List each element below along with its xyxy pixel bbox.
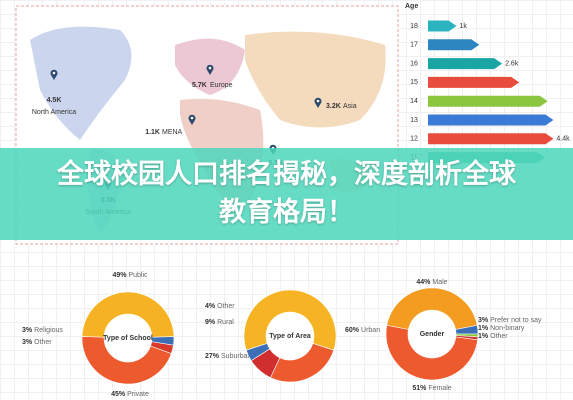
- map-pin: [188, 114, 196, 125]
- slice-name: Non-binary: [490, 325, 525, 332]
- bar: [428, 114, 554, 126]
- slice-value: 51%: [412, 385, 427, 392]
- slice-label: 44% Male: [416, 279, 447, 286]
- slice-label: 27% Suburban: [205, 353, 251, 360]
- donut-slice: [245, 343, 271, 362]
- slice-label: 9% Rural: [205, 319, 234, 326]
- slice-value: 3%: [22, 327, 33, 334]
- slice-name: Public: [128, 272, 148, 279]
- donut-title: Type of Area: [269, 333, 311, 340]
- slice-label: 51% Female: [412, 385, 451, 392]
- slice-name: Private: [127, 391, 149, 398]
- slice-value: 1%: [478, 325, 489, 332]
- slice-value: 1%: [478, 333, 489, 340]
- region-value: 1.1K: [145, 129, 160, 136]
- bar: [428, 39, 480, 51]
- donut-slice: [385, 325, 478, 381]
- map-pin-dot: [316, 99, 320, 103]
- slice-label: 1% Other: [478, 333, 508, 340]
- slice-name: Religious: [34, 327, 63, 334]
- slice-name: Female: [428, 385, 451, 392]
- value-label: 2.6k: [505, 60, 519, 67]
- donut-slice: [81, 291, 175, 338]
- map-pin: [206, 64, 214, 75]
- region-shape: [245, 31, 386, 128]
- region-value: 4.5K: [47, 97, 62, 104]
- map-pin-dot: [190, 116, 194, 120]
- region-name: Europe: [210, 82, 233, 89]
- donut-hole: [409, 311, 455, 357]
- region-name: MENA: [162, 129, 183, 136]
- slice-label: 3% Religious: [22, 327, 63, 334]
- y-tick-label: 17: [410, 42, 418, 49]
- region-value: 5.7K: [192, 82, 207, 89]
- y-tick-label: 15: [410, 79, 418, 86]
- slice-label: 60% Urban: [345, 327, 380, 334]
- map-pin-dot: [52, 71, 56, 75]
- y-tick-label: 12: [410, 136, 418, 143]
- y-tick-label: 13: [410, 117, 418, 124]
- slice-name: Other: [490, 333, 508, 340]
- slice-value: 60%: [345, 327, 360, 334]
- slice-value: 4%: [205, 303, 216, 310]
- slice-name: Other: [217, 303, 235, 310]
- slice-value: 27%: [205, 353, 220, 360]
- region-name: North America: [32, 109, 76, 116]
- slice-name: Male: [432, 279, 447, 286]
- slice-label: 49% Public: [112, 272, 148, 279]
- value-label: 1k: [460, 23, 468, 30]
- region-name: Asia: [343, 103, 357, 110]
- slice-label: 4% Other: [205, 303, 235, 310]
- banner-text: 全球校园人口排名揭秘，深度剖析全球教育格局！: [57, 159, 516, 228]
- slice-label: 3% Other: [22, 339, 52, 346]
- slice-name: Other: [34, 339, 52, 346]
- slice-name: Suburban: [221, 353, 251, 360]
- slice-value: 44%: [416, 279, 431, 286]
- y-tick-label: 14: [410, 98, 418, 105]
- value-label: 4.4k: [556, 136, 570, 143]
- bar: [428, 58, 503, 70]
- banner: 全球校园人口排名揭秘，深度剖析全球教育格局！: [0, 148, 573, 240]
- donut-hole: [105, 315, 151, 361]
- map-pin: [314, 97, 322, 108]
- donut-title: Type of School: [103, 335, 153, 342]
- map-pin-dot: [208, 66, 212, 70]
- donut-hole: [267, 313, 313, 359]
- donut-slice: [81, 336, 172, 385]
- slice-name: Prefer not to say: [490, 317, 542, 324]
- bar: [428, 76, 520, 88]
- slice-value: 3%: [22, 339, 33, 346]
- donut-slice: [243, 289, 337, 351]
- chart-title: Age: [405, 3, 418, 10]
- slice-value: 3%: [478, 317, 489, 324]
- bar: [428, 95, 548, 107]
- slice-value: 9%: [205, 319, 216, 326]
- slice-name: Urban: [361, 327, 380, 334]
- donut-slice: [386, 287, 478, 330]
- donut-title: Gender: [420, 331, 445, 338]
- y-tick-label: 16: [410, 60, 418, 67]
- slice-label: 3% Prefer not to say: [478, 317, 542, 324]
- slice-value: 45%: [111, 391, 126, 398]
- slice-label: 1% Non-binary: [478, 325, 525, 332]
- map-pin: [50, 69, 58, 80]
- slice-name: Rural: [217, 319, 234, 326]
- bar: [428, 133, 554, 145]
- slice-value: 49%: [112, 272, 127, 279]
- region-shape: [30, 26, 132, 141]
- y-tick-label: 18: [410, 23, 418, 30]
- slice-label: 45% Private: [111, 391, 149, 398]
- region-value: 3.2K: [326, 103, 341, 110]
- bar: [428, 20, 457, 32]
